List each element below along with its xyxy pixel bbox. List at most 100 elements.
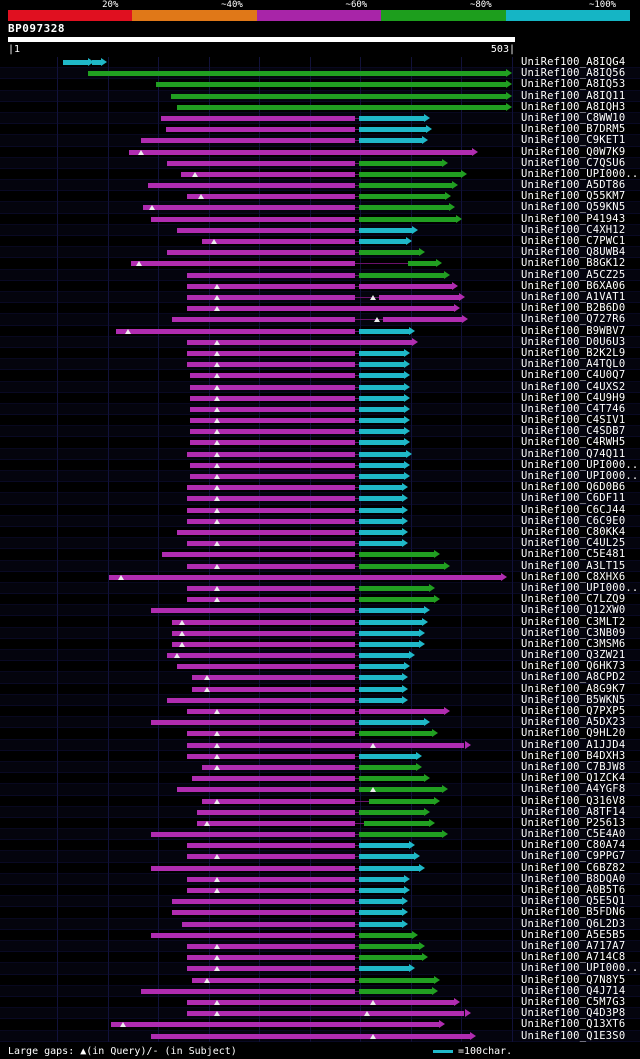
hsp-bar[interactable] (363, 820, 430, 826)
hit-label[interactable]: UniRef100_UPI000... (521, 458, 640, 471)
hsp-bar[interactable] (359, 496, 402, 502)
hsp-bar[interactable] (151, 720, 356, 726)
hit-label[interactable]: UniRef100_P25613 (521, 816, 626, 829)
hsp-bar[interactable] (189, 418, 356, 424)
hsp-bar[interactable] (359, 608, 425, 614)
hsp-bar[interactable] (191, 977, 356, 983)
hsp-bar[interactable] (359, 709, 445, 715)
hsp-bar[interactable] (359, 686, 402, 692)
hit-label[interactable]: UniRef100_Q727R6 (521, 313, 626, 326)
hit-label[interactable]: UniRef100_A717A7 (521, 940, 626, 952)
hsp-bar[interactable] (176, 529, 356, 535)
hsp-bar[interactable] (359, 171, 462, 177)
hsp-bar[interactable] (186, 507, 356, 513)
hit-label[interactable]: UniRef100_A4TQL0 (521, 358, 626, 371)
hsp-bar[interactable] (359, 977, 435, 983)
hsp-bar[interactable] (186, 350, 356, 356)
hsp-bar[interactable] (189, 395, 356, 401)
hit-label[interactable]: UniRef100_B6XA06 (521, 279, 626, 292)
hsp-bar[interactable] (359, 675, 402, 681)
hsp-bar[interactable] (180, 171, 356, 177)
hsp-bar[interactable] (378, 294, 460, 300)
hit-label[interactable]: UniRef100_C4UXS2 (521, 380, 626, 393)
hsp-bar[interactable] (359, 944, 420, 949)
hsp-bar[interactable] (359, 988, 433, 994)
hsp-bar[interactable] (359, 597, 435, 603)
hsp-bar[interactable] (166, 697, 356, 703)
hsp-bar[interactable] (359, 216, 457, 222)
hit-label[interactable]: UniRef100_Q55KM7 (521, 190, 626, 203)
hit-label[interactable]: UniRef100_A8TF14 (521, 805, 626, 818)
hsp-bar[interactable] (91, 60, 101, 65)
hsp-bar[interactable] (148, 183, 356, 189)
hsp-bar[interactable] (359, 183, 453, 189)
hsp-bar[interactable] (186, 999, 455, 1005)
hit-label[interactable]: UniRef100_UPI000... (521, 962, 640, 975)
hit-label[interactable]: UniRef100_A1JJD4 (521, 738, 626, 751)
hit-label[interactable]: UniRef100_C6C9E0 (521, 514, 626, 527)
hsp-bar[interactable] (359, 350, 404, 356)
hsp-bar[interactable] (196, 820, 356, 826)
hit-label[interactable]: UniRef100_Q7PXP5 (521, 705, 626, 718)
hsp-bar[interactable] (186, 541, 356, 547)
hsp-bar[interactable] (166, 653, 356, 659)
hit-label[interactable]: UniRef100_A0B5T6 (521, 884, 626, 897)
hsp-bar[interactable] (186, 843, 356, 849)
hsp-bar[interactable] (359, 529, 402, 535)
hsp-bar[interactable] (186, 731, 356, 737)
hsp-bar[interactable] (359, 451, 406, 457)
hit-label[interactable]: UniRef100_Q8UWB4 (521, 246, 626, 259)
hit-label[interactable]: UniRef100_B8DQA0 (521, 872, 626, 885)
hsp-bar[interactable] (186, 485, 356, 491)
hit-label[interactable]: UniRef100_C5E481 (521, 548, 626, 561)
hsp-bar[interactable] (151, 1033, 470, 1039)
hit-label[interactable]: UniRef100_C80A74 (521, 839, 626, 852)
hit-label[interactable]: UniRef100_Q6L2D3 (521, 917, 626, 930)
hsp-bar[interactable] (171, 630, 356, 636)
hsp-bar[interactable] (359, 809, 425, 815)
hsp-bar[interactable] (359, 720, 425, 726)
hit-label[interactable]: UniRef100_Q7N8Y5 (521, 973, 626, 986)
hsp-bar[interactable] (161, 552, 356, 558)
hsp-bar[interactable] (359, 731, 433, 737)
hsp-bar[interactable] (359, 272, 445, 278)
hit-label[interactable]: UniRef100_B2B6D0 (521, 302, 626, 315)
hsp-bar[interactable] (87, 71, 506, 77)
hsp-bar[interactable] (359, 395, 404, 401)
hsp-bar[interactable] (359, 865, 420, 871)
hsp-bar[interactable] (359, 932, 412, 938)
hit-label[interactable]: UniRef100_A8IQH3 (521, 100, 626, 113)
hit-label[interactable]: UniRef100_C6DF11 (521, 492, 626, 505)
hsp-bar[interactable] (382, 317, 463, 323)
hsp-bar[interactable] (186, 194, 356, 200)
hsp-bar[interactable] (171, 899, 356, 905)
hsp-bar[interactable] (359, 776, 425, 782)
hsp-bar[interactable] (359, 283, 453, 289)
hsp-bar[interactable] (156, 82, 506, 88)
hsp-bar[interactable] (186, 362, 356, 368)
hsp-bar[interactable] (359, 541, 402, 547)
hsp-bar[interactable] (359, 328, 409, 334)
hit-label[interactable]: UniRef100_Q59KN5 (521, 201, 626, 214)
hit-label[interactable]: UniRef100_A8IQ11 (521, 89, 626, 102)
hsp-bar[interactable] (359, 653, 409, 659)
hsp-bar[interactable] (359, 955, 423, 961)
hsp-bar[interactable] (186, 306, 455, 312)
hsp-bar[interactable] (143, 205, 356, 211)
hit-label[interactable]: UniRef100_Q4D3P8 (521, 1007, 626, 1020)
hsp-bar[interactable] (189, 384, 356, 390)
hit-label[interactable]: UniRef100_A714C8 (521, 951, 626, 964)
hsp-bar[interactable] (359, 966, 409, 972)
hsp-bar[interactable] (359, 115, 425, 121)
hsp-bar[interactable] (201, 239, 356, 245)
hit-label[interactable]: UniRef100_C4SDB7 (521, 425, 626, 438)
hit-label[interactable]: UniRef100_C9PPG7 (521, 850, 626, 863)
hsp-bar[interactable] (186, 272, 356, 278)
hit-label[interactable]: UniRef100_C5M7G3 (521, 995, 626, 1008)
hsp-bar[interactable] (359, 619, 423, 625)
hsp-bar[interactable] (186, 585, 356, 591)
hit-label[interactable]: UniRef100_C6CJ44 (521, 503, 626, 516)
hit-label[interactable]: UniRef100_B7DRM5 (521, 123, 626, 136)
hsp-bar[interactable] (176, 227, 356, 233)
hit-label[interactable]: UniRef100_Q6D0B6 (521, 481, 626, 494)
